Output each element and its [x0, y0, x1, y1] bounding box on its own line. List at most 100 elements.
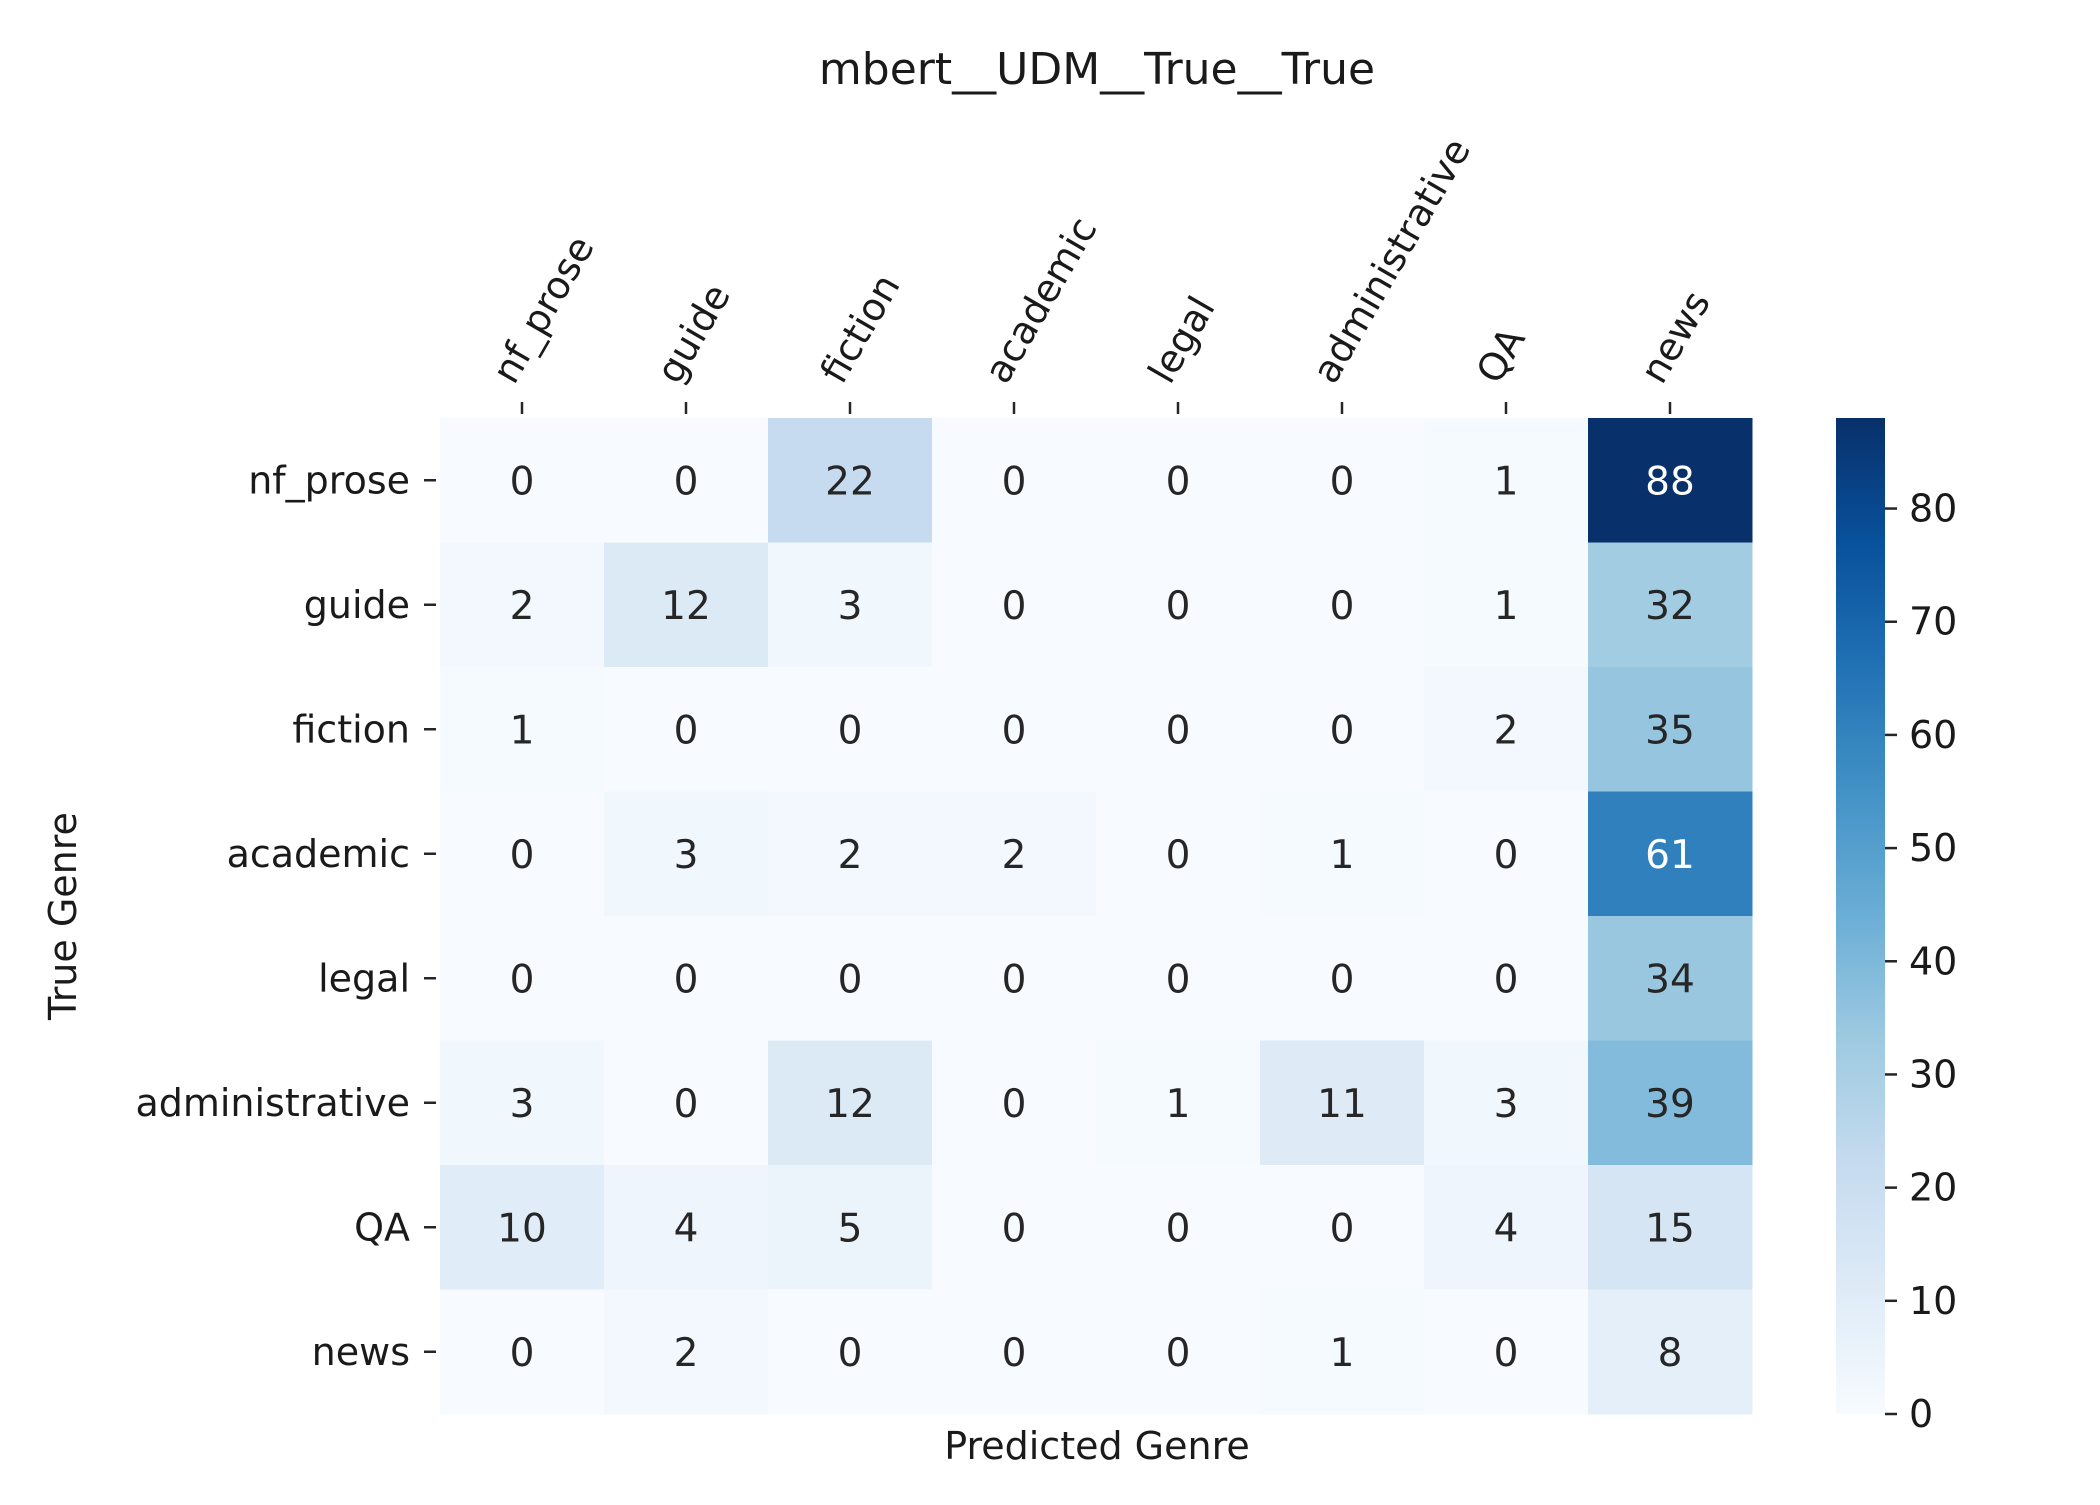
heatmap-cell [1588, 418, 1753, 543]
cell-value-label: 0 [1166, 957, 1191, 1002]
heatmap-cell [604, 667, 769, 792]
cell-value-label: 0 [510, 459, 535, 504]
heatmap-cell [932, 418, 1097, 543]
heatmap-cell [1096, 1040, 1261, 1166]
heatmap-cell [604, 916, 769, 1041]
cell-value-label: 4 [674, 1206, 699, 1251]
heatmap-cell [768, 1040, 933, 1166]
x-tick-label: academic [976, 210, 1106, 391]
cell-value-label: 3 [1494, 1082, 1519, 1127]
heatmap-cell [1424, 667, 1589, 792]
cell-value-label: 35 [1645, 708, 1695, 753]
cell-value-label: 88 [1645, 459, 1695, 504]
cell-value-label: 4 [1494, 1206, 1519, 1251]
cell-value-label: 0 [510, 1331, 535, 1376]
cell-value-label: 12 [825, 1082, 875, 1127]
cell-value-label: 0 [1166, 1331, 1191, 1376]
heatmap-cell [768, 916, 933, 1041]
heatmap-cell [440, 418, 605, 543]
heatmap-cell [932, 542, 1097, 668]
heatmap-cell [1588, 1289, 1753, 1415]
cell-value-label: 0 [674, 957, 699, 1002]
x-tick-label: nf_prose [484, 228, 603, 390]
cell-value-label: 0 [510, 833, 535, 878]
heatmap-cell [1260, 791, 1425, 917]
x-tick-label: news [1632, 283, 1719, 390]
heatmap-cell [1424, 542, 1589, 668]
heatmap-cell [1588, 542, 1753, 668]
heatmap-cell [768, 791, 933, 917]
cell-value-label: 32 [1645, 584, 1695, 629]
heatmap-cell [1260, 542, 1425, 668]
cell-value-label: 2 [1494, 708, 1519, 753]
colorbar-tick-label: 20 [1909, 1166, 1957, 1210]
heatmap-cell [604, 1289, 769, 1415]
heatmap-cell [1588, 916, 1753, 1041]
heatmap-cell [440, 916, 605, 1041]
cell-value-label: 0 [1002, 957, 1027, 1002]
colorbar-tick-label: 0 [1909, 1392, 1933, 1436]
heatmap-cell [1424, 791, 1589, 917]
colorbar-tick-label: 30 [1909, 1052, 1957, 1096]
cell-value-label: 2 [674, 1331, 699, 1376]
cell-value-label: 0 [1166, 1206, 1191, 1251]
cell-value-label: 0 [510, 957, 535, 1002]
cell-value-label: 0 [674, 1082, 699, 1127]
cell-value-label: 0 [1330, 584, 1355, 629]
heatmap-cell [1096, 1165, 1261, 1290]
heatmap-cell [932, 791, 1097, 917]
heatmap-cell [1260, 667, 1425, 792]
x-tick-label: administrative [1304, 131, 1479, 391]
heatmap-cell [1260, 1165, 1425, 1290]
cell-value-label: 0 [1002, 459, 1027, 504]
heatmap-cell [1096, 1289, 1261, 1415]
y-tick-label: news [312, 1330, 410, 1374]
cell-value-label: 0 [1494, 957, 1519, 1002]
heatmap-cell [440, 542, 605, 668]
cell-value-label: 39 [1645, 1082, 1695, 1127]
cell-value-label: 1 [1494, 584, 1519, 629]
heatmap-cell [1096, 916, 1261, 1041]
colorbar-tick-label: 10 [1909, 1279, 1957, 1323]
heatmap-cell [440, 791, 605, 917]
cell-value-label: 2 [838, 833, 863, 878]
heatmap-cell [440, 1165, 605, 1290]
cell-value-label: 0 [838, 708, 863, 753]
x-axis-label: Predicted Genre [944, 1424, 1250, 1468]
heatmap-cell [1096, 667, 1261, 792]
y-axis-label: True Genre [41, 812, 85, 1021]
cell-value-label: 0 [1330, 708, 1355, 753]
cell-value-label: 22 [825, 459, 875, 504]
heatmap-cell [604, 791, 769, 917]
heatmap-cell [604, 1165, 769, 1290]
cell-value-label: 1 [1494, 459, 1519, 504]
y-tick-label: guide [304, 583, 410, 627]
cell-value-label: 0 [1166, 833, 1191, 878]
cell-value-label: 0 [1002, 1331, 1027, 1376]
heatmap-cell [1588, 667, 1753, 792]
heatmap-cells: 0 0 22 0 0 0 1 882 12 3 0 0 0 1 321 0 0 0 0 0 2 350 3 2 2 0 1 0 610 0… [440, 418, 1753, 1415]
cell-value-label: 15 [1645, 1206, 1695, 1251]
heatmap-cell [1096, 791, 1261, 917]
y-tick-label: fiction [292, 707, 410, 751]
cell-value-label: 3 [510, 1082, 535, 1127]
y-tick-label: QA [354, 1205, 410, 1249]
heatmap-cell [440, 1289, 605, 1415]
cell-value-label: 0 [1166, 584, 1191, 629]
cell-value-label: 0 [674, 459, 699, 504]
cell-value-label: 0 [838, 1331, 863, 1376]
cell-value-label: 1 [1330, 833, 1355, 878]
heatmap-cell [440, 1040, 605, 1166]
heatmap-cell [440, 667, 605, 792]
heatmap-cell [932, 1289, 1097, 1415]
x-tick-label: legal [1140, 289, 1224, 391]
heatmap-cell [1588, 1165, 1753, 1290]
heatmap-cell [1260, 916, 1425, 1041]
heatmap-cell [1260, 1040, 1425, 1166]
cell-value-label: 2 [1002, 833, 1027, 878]
heatmap-cell [1424, 1165, 1589, 1290]
heatmap-cell [604, 418, 769, 543]
heatmap-cell [768, 418, 933, 543]
